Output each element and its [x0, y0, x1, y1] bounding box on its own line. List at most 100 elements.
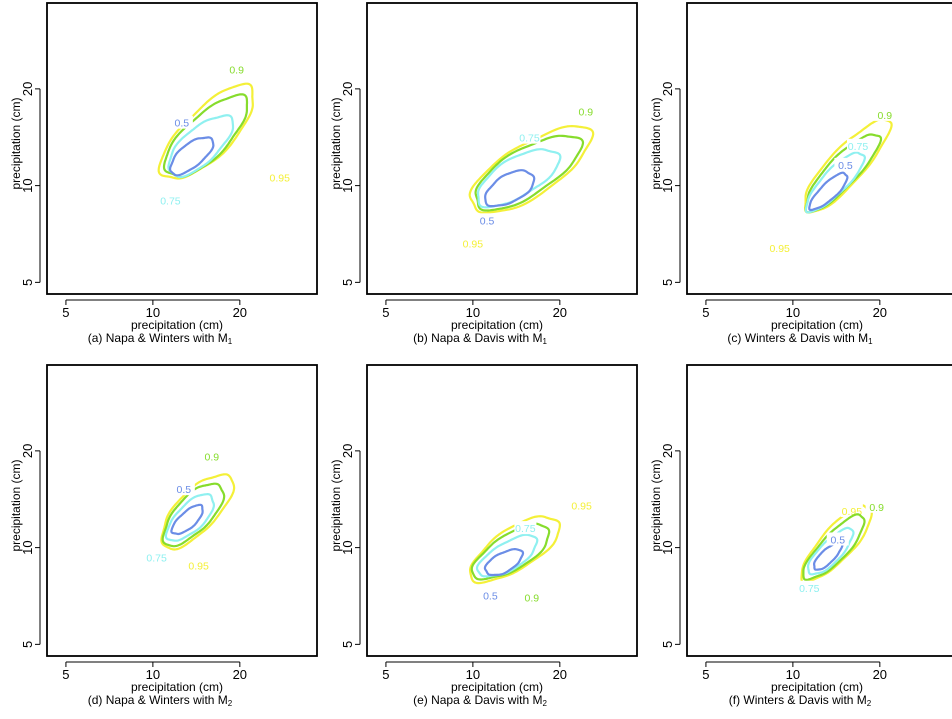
panel-caption: (d) Napa & Winters with M2	[0, 693, 320, 708]
y-axis-title: precipitation (cm)	[9, 459, 23, 551]
contour-label: 0.95	[571, 501, 592, 513]
y-tick-label: 5	[20, 279, 35, 286]
y-tick-label: 20	[660, 82, 675, 96]
plot-frame	[46, 364, 318, 657]
contour-label-bg	[514, 521, 537, 535]
y-tick-label: 20	[20, 444, 35, 458]
y-tick-label: 5	[660, 641, 675, 648]
panel-caption: (a) Napa & Winters with M1	[0, 331, 320, 346]
contour-label: 0.5	[177, 484, 192, 496]
chart-panel: 5 10 20 precipitation (cm) 5 10 20 precipitatio…	[320, 362, 640, 719]
contour-label: 0.9	[205, 452, 220, 464]
x-axis-title: precipitation (cm)	[131, 318, 223, 332]
contour-label: 0.5	[838, 160, 853, 172]
contour-label: 0.5	[830, 534, 845, 546]
panel-caption: (b) Napa & Davis with M1	[320, 331, 640, 346]
contour-label-bg	[170, 115, 193, 129]
panel-caption: (e) Napa & Davis with M2	[320, 693, 640, 708]
y-tick-label: 10	[340, 540, 355, 554]
chart-panel: 5 10 20 precipitation (cm) 5 10 20 precipitatio…	[640, 362, 952, 719]
x-tick-label: 5	[62, 305, 69, 320]
contour-label: 0.5	[480, 215, 495, 227]
contour-label: 0.9	[869, 502, 884, 514]
contour-line-0-5	[169, 136, 215, 177]
y-tick-label: 10	[340, 178, 355, 192]
contour-line-0-5	[808, 171, 849, 212]
y-tick-label: 5	[660, 279, 675, 286]
contour-label-bg	[768, 240, 791, 254]
caption-text: (f) Winters & Davis with	[728, 693, 857, 707]
contour-label-bg	[873, 107, 896, 121]
x-axis-title: precipitation (cm)	[771, 318, 863, 332]
contour-label-bg	[268, 170, 291, 184]
x-tick-label: 10	[146, 305, 160, 320]
y-tick-label: 10	[20, 540, 35, 554]
contour-label: 0.75	[799, 583, 820, 595]
x-tick-label: 10	[786, 305, 800, 320]
x-tick-label: 20	[233, 305, 247, 320]
x-tick-label: 20	[873, 667, 887, 682]
y-axis-title: precipitation (cm)	[649, 459, 663, 551]
caption-model-subscript: 2	[866, 699, 872, 708]
x-tick-label: 5	[702, 667, 709, 682]
caption-model: M	[858, 331, 869, 345]
x-tick-label: 20	[873, 305, 887, 320]
contour-label-bg	[518, 130, 541, 144]
y-axis-title: precipitation (cm)	[329, 459, 343, 551]
contour-label-bg	[159, 193, 182, 207]
contour-label-bg	[187, 558, 210, 572]
x-tick-label: 20	[553, 305, 567, 320]
contour-label-bg	[574, 104, 597, 118]
x-tick-label: 10	[786, 667, 800, 682]
caption-model-subscript: 1	[868, 337, 873, 346]
contour-line-0-95	[157, 82, 254, 180]
contour-label: 0.9	[525, 592, 540, 604]
y-tick-label: 5	[20, 641, 35, 648]
contour-label: 0.75	[519, 133, 540, 145]
x-tick-label: 20	[233, 667, 247, 682]
contour-line-0-75	[475, 533, 539, 578]
contour-line-0-95	[469, 515, 561, 585]
contour-line-0-9	[162, 93, 249, 179]
y-tick-label: 10	[660, 178, 675, 192]
x-axis-title: precipitation (cm)	[771, 680, 863, 694]
x-tick-label: 10	[466, 305, 480, 320]
panel-caption: (c) Winters & Davis with M1	[640, 331, 952, 346]
contour-label: 0.95	[188, 560, 209, 572]
x-axis-title: precipitation (cm)	[131, 680, 223, 694]
y-tick-label: 5	[340, 279, 355, 286]
contour-line-0-75	[477, 148, 562, 209]
caption-model: M	[532, 331, 543, 345]
contour-line-0-5	[170, 503, 204, 536]
contour-label: 0.75	[515, 523, 536, 535]
plot-frame	[686, 364, 952, 657]
plot-frame	[366, 364, 638, 657]
caption-model: M	[856, 693, 867, 707]
caption-model-subscript: 1	[227, 337, 233, 346]
x-tick-label: 10	[146, 667, 160, 682]
caption-text: (a) Napa & Winters with	[87, 331, 218, 345]
contour-label-bg	[476, 213, 499, 227]
caption-model: M	[217, 693, 228, 707]
contour-label: 0.5	[175, 118, 190, 130]
contour-label-bg	[834, 157, 857, 171]
contour-line-0-95	[160, 473, 236, 551]
caption-text: (e) Napa & Davis with	[413, 693, 533, 707]
contour-label: 0.95	[769, 243, 790, 255]
y-tick-label: 10	[20, 178, 35, 192]
contour-label-bg	[570, 498, 593, 512]
contour-label: 0.75	[848, 141, 869, 153]
contour-label: 0.9	[877, 110, 892, 122]
contour-label-bg	[520, 590, 543, 604]
contour-label-bg	[826, 532, 849, 546]
plot-frame	[686, 2, 952, 295]
contour-label-bg	[145, 550, 168, 564]
x-tick-label: 10	[466, 667, 480, 682]
contour-label-bg	[172, 482, 195, 496]
caption-text: (b) Napa & Davis with	[413, 331, 533, 345]
chart-panel: 5 10 20 precipitation (cm) 5 10 20 precipitatio…	[320, 0, 640, 357]
